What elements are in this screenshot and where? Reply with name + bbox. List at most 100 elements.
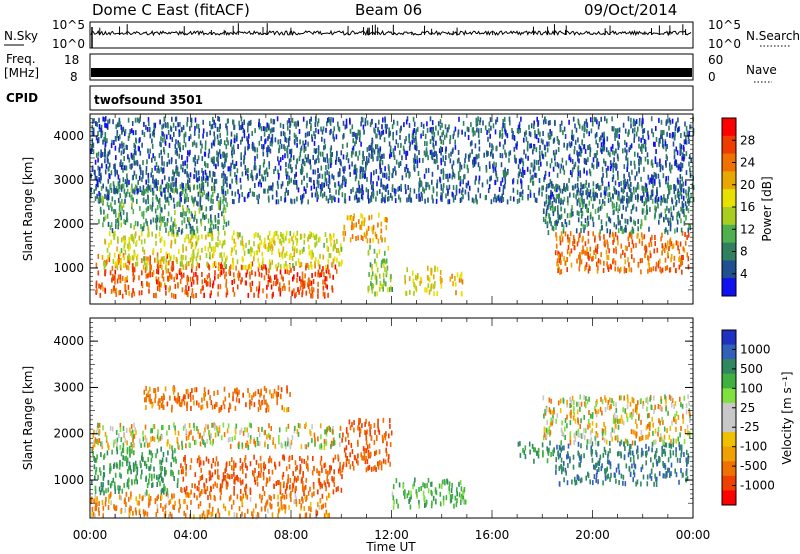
data-cell bbox=[518, 197, 521, 203]
data-cell bbox=[258, 168, 261, 174]
data-cell bbox=[685, 193, 688, 199]
data-cell bbox=[131, 202, 133, 208]
data-cell bbox=[437, 130, 439, 136]
data-cell bbox=[223, 204, 226, 210]
data-cell bbox=[661, 197, 664, 203]
data-cell bbox=[263, 144, 265, 150]
data-cell bbox=[160, 191, 163, 197]
data-cell bbox=[364, 117, 367, 123]
data-cell bbox=[549, 131, 552, 137]
data-cell bbox=[152, 190, 154, 196]
data-cell bbox=[136, 198, 138, 204]
data-cell bbox=[342, 120, 345, 126]
data-cell bbox=[640, 176, 642, 182]
data-cell bbox=[293, 248, 296, 254]
data-cell bbox=[234, 172, 236, 177]
data-cell bbox=[315, 509, 317, 515]
data-cell bbox=[613, 203, 615, 209]
data-cell bbox=[169, 285, 171, 291]
data-cell bbox=[322, 126, 325, 132]
data-cell bbox=[140, 290, 143, 296]
data-cell bbox=[141, 190, 143, 196]
data-cell bbox=[163, 175, 166, 181]
data-cell bbox=[247, 167, 249, 173]
data-cell bbox=[569, 157, 572, 163]
data-cell bbox=[95, 283, 98, 289]
data-cell bbox=[270, 496, 272, 502]
data-cell bbox=[143, 511, 146, 517]
data-cell bbox=[225, 153, 227, 159]
data-cell bbox=[408, 133, 410, 139]
data-cell bbox=[136, 261, 139, 267]
data-cell bbox=[611, 177, 614, 183]
data-cell bbox=[629, 145, 632, 150]
data-cell bbox=[117, 216, 120, 222]
data-cell bbox=[178, 171, 180, 177]
data-cell bbox=[163, 216, 165, 221]
data-cell bbox=[289, 149, 291, 155]
data-cell bbox=[176, 170, 178, 176]
data-cell bbox=[286, 174, 288, 180]
data-cell bbox=[311, 254, 313, 260]
data-cell bbox=[138, 494, 141, 499]
data-cell bbox=[577, 167, 579, 172]
data-cell bbox=[105, 488, 107, 494]
data-cell bbox=[284, 268, 287, 274]
data-cell bbox=[544, 174, 546, 180]
data-cell bbox=[196, 261, 199, 267]
data-cell bbox=[117, 181, 120, 187]
data-cell bbox=[214, 223, 217, 229]
data-cell bbox=[607, 244, 609, 250]
data-cell bbox=[304, 146, 307, 152]
data-cell bbox=[161, 124, 163, 130]
data-cell bbox=[339, 168, 341, 174]
data-cell bbox=[190, 117, 193, 123]
data-cell bbox=[684, 201, 687, 207]
data-cell bbox=[304, 132, 307, 138]
data-cell bbox=[115, 218, 117, 224]
data-cell bbox=[560, 197, 562, 203]
data-cell bbox=[309, 234, 312, 239]
data-cell bbox=[688, 161, 690, 167]
data-cell bbox=[261, 174, 263, 180]
data-cell bbox=[588, 145, 590, 150]
data-cell bbox=[100, 175, 102, 181]
data-cell bbox=[182, 205, 184, 210]
data-cell bbox=[212, 186, 214, 192]
data-cell bbox=[310, 177, 312, 183]
data-cell bbox=[379, 160, 381, 166]
data-cell bbox=[442, 156, 445, 162]
data-cell bbox=[183, 211, 185, 217]
data-cell bbox=[279, 269, 282, 275]
data-cell bbox=[368, 152, 370, 158]
data-cell bbox=[236, 284, 239, 290]
data-cell bbox=[280, 143, 283, 149]
data-cell bbox=[422, 157, 424, 163]
data-cell bbox=[638, 121, 641, 127]
data-cell bbox=[580, 208, 583, 213]
data-cell bbox=[103, 152, 106, 157]
data-cell bbox=[608, 184, 610, 190]
data-cell bbox=[202, 128, 205, 134]
data-cell bbox=[301, 276, 304, 282]
data-cell bbox=[660, 119, 663, 125]
data-cell bbox=[219, 252, 221, 258]
data-cell bbox=[279, 157, 282, 163]
data-cell bbox=[317, 259, 320, 265]
data-cell bbox=[549, 120, 551, 126]
data-cell bbox=[111, 139, 113, 145]
data-cell bbox=[651, 128, 653, 134]
data-cell bbox=[490, 151, 492, 157]
data-cell bbox=[574, 161, 577, 167]
data-cell bbox=[683, 131, 686, 137]
data-cell bbox=[556, 261, 558, 267]
data-cell bbox=[599, 259, 602, 265]
data-cell bbox=[466, 164, 469, 170]
data-cell bbox=[175, 257, 178, 262]
data-cell bbox=[341, 259, 343, 265]
data-cell bbox=[685, 136, 687, 142]
data-cell bbox=[172, 471, 174, 477]
data-cell bbox=[145, 218, 147, 224]
data-cell bbox=[299, 234, 302, 240]
data-cell bbox=[677, 210, 680, 216]
